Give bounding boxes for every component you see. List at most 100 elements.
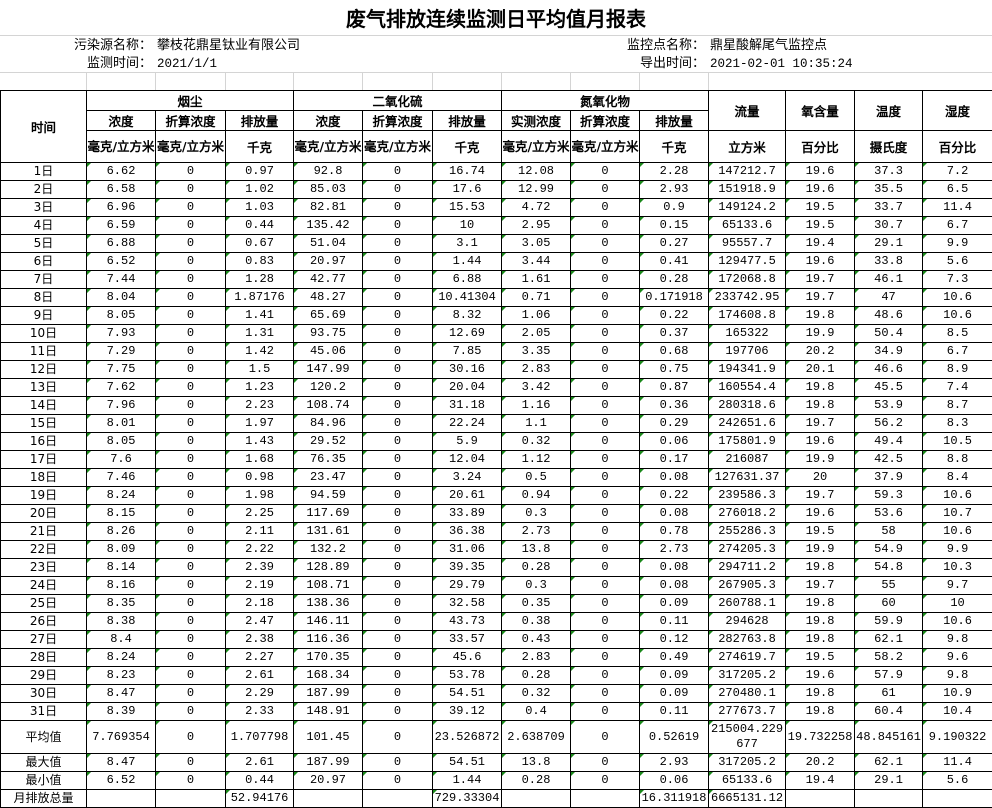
table-cell[interactable]: 0.94 <box>502 487 571 505</box>
table-cell[interactable]: 10 <box>923 595 992 613</box>
table-cell[interactable]: 19.8 <box>786 631 855 649</box>
table-cell[interactable]: 0.171918 <box>640 289 709 307</box>
table-cell[interactable]: 1.44 <box>433 772 502 790</box>
table-cell[interactable]: 7.2 <box>923 163 992 181</box>
table-cell[interactable]: 19.6 <box>786 163 855 181</box>
table-cell[interactable]: 54.8 <box>855 559 923 577</box>
table-cell[interactable]: 62.1 <box>855 631 923 649</box>
table-cell[interactable]: 1.23 <box>226 379 294 397</box>
table-cell[interactable]: 11.4 <box>923 199 992 217</box>
table-cell[interactable]: 0.28 <box>502 772 571 790</box>
table-cell[interactable]: 0 <box>363 217 433 235</box>
table-cell[interactable]: 0 <box>571 253 640 271</box>
table-cell[interactable]: 0 <box>156 181 226 199</box>
table-cell[interactable]: 19.9 <box>786 451 855 469</box>
table-cell[interactable] <box>502 790 571 808</box>
table-cell[interactable]: 0.28 <box>640 271 709 289</box>
table-cell[interactable]: 160554.4 <box>709 379 786 397</box>
table-cell[interactable]: 0 <box>156 631 226 649</box>
table-cell[interactable]: 10.5 <box>923 433 992 451</box>
table-cell[interactable]: 1.707798 <box>226 721 294 754</box>
table-cell[interactable]: 76.35 <box>294 451 363 469</box>
table-cell[interactable]: 0 <box>156 721 226 754</box>
table-cell[interactable]: 20.61 <box>433 487 502 505</box>
table-cell[interactable]: 0.08 <box>640 505 709 523</box>
table-cell[interactable]: 92.8 <box>294 163 363 181</box>
table-cell[interactable]: 0 <box>571 754 640 772</box>
table-cell[interactable]: 0 <box>363 307 433 325</box>
table-cell[interactable]: 0 <box>156 307 226 325</box>
table-cell[interactable]: 138.36 <box>294 595 363 613</box>
table-cell[interactable]: 0 <box>571 703 640 721</box>
table-cell[interactable]: 0 <box>156 271 226 289</box>
table-cell[interactable]: 45.6 <box>433 649 502 667</box>
table-cell[interactable]: 131.61 <box>294 523 363 541</box>
table-cell[interactable]: 0.08 <box>640 469 709 487</box>
table-cell[interactable]: 19.6 <box>786 433 855 451</box>
table-cell[interactable]: 0 <box>571 685 640 703</box>
table-cell[interactable]: 8.32 <box>433 307 502 325</box>
table-cell[interactable]: 19.8 <box>786 613 855 631</box>
table-cell[interactable]: 0 <box>156 649 226 667</box>
table-cell[interactable]: 0.36 <box>640 397 709 415</box>
row-label[interactable]: 最大值 <box>1 754 87 772</box>
table-cell[interactable] <box>363 790 433 808</box>
table-cell[interactable]: 48.6 <box>855 307 923 325</box>
table-cell[interactable]: 39.12 <box>433 703 502 721</box>
table-cell[interactable]: 12.99 <box>502 181 571 199</box>
row-label[interactable]: 11日 <box>1 343 87 361</box>
table-cell[interactable]: 0.41 <box>640 253 709 271</box>
table-cell[interactable]: 317205.2 <box>709 667 786 685</box>
table-cell[interactable]: 0 <box>571 361 640 379</box>
row-label[interactable]: 14日 <box>1 397 87 415</box>
table-cell[interactable]: 9.190322 <box>923 721 992 754</box>
table-cell[interactable]: 0 <box>571 397 640 415</box>
table-cell[interactable]: 12.08 <box>502 163 571 181</box>
table-cell[interactable]: 53.9 <box>855 397 923 415</box>
row-label[interactable]: 5日 <box>1 235 87 253</box>
table-cell[interactable]: 47 <box>855 289 923 307</box>
table-cell[interactable]: 0 <box>156 415 226 433</box>
table-cell[interactable]: 1.02 <box>226 181 294 199</box>
table-cell[interactable]: 1.5 <box>226 361 294 379</box>
table-cell[interactable]: 132.2 <box>294 541 363 559</box>
table-cell[interactable]: 55 <box>855 577 923 595</box>
table-cell[interactable]: 12.69 <box>433 325 502 343</box>
table-cell[interactable]: 20.2 <box>786 754 855 772</box>
table-cell[interactable]: 2.38 <box>226 631 294 649</box>
table-cell[interactable]: 0 <box>571 667 640 685</box>
table-cell[interactable]: 294711.2 <box>709 559 786 577</box>
table-cell[interactable]: 58.2 <box>855 649 923 667</box>
table-cell[interactable]: 8.38 <box>87 613 156 631</box>
row-label[interactable]: 22日 <box>1 541 87 559</box>
table-cell[interactable]: 0 <box>363 577 433 595</box>
table-cell[interactable]: 0.09 <box>640 667 709 685</box>
table-cell[interactable]: 0.44 <box>226 217 294 235</box>
table-cell[interactable]: 8.7 <box>923 397 992 415</box>
table-cell[interactable]: 0.22 <box>640 487 709 505</box>
table-cell[interactable]: 0 <box>363 721 433 754</box>
table-cell[interactable]: 7.6 <box>87 451 156 469</box>
table-cell[interactable]: 0 <box>156 199 226 217</box>
table-cell[interactable]: 3.42 <box>502 379 571 397</box>
table-cell[interactable]: 168.34 <box>294 667 363 685</box>
table-cell[interactable]: 0.49 <box>640 649 709 667</box>
table-cell[interactable]: 22.24 <box>433 415 502 433</box>
table-cell[interactable]: 20.1 <box>786 361 855 379</box>
table-cell[interactable]: 282763.8 <box>709 631 786 649</box>
table-cell[interactable]: 0 <box>571 721 640 754</box>
table-cell[interactable]: 2.11 <box>226 523 294 541</box>
table-cell[interactable]: 2.19 <box>226 577 294 595</box>
table-cell[interactable]: 0 <box>363 163 433 181</box>
table-cell[interactable]: 1.87176 <box>226 289 294 307</box>
table-cell[interactable]: 19.6 <box>786 181 855 199</box>
table-cell[interactable]: 0.06 <box>640 433 709 451</box>
table-cell[interactable]: 0 <box>571 631 640 649</box>
table-cell[interactable]: 0 <box>156 595 226 613</box>
table-cell[interactable]: 0 <box>156 397 226 415</box>
table-cell[interactable]: 8.24 <box>87 649 156 667</box>
table-cell[interactable]: 3.05 <box>502 235 571 253</box>
table-cell[interactable]: 0 <box>363 667 433 685</box>
table-cell[interactable]: 59.9 <box>855 613 923 631</box>
table-cell[interactable]: 8.47 <box>87 685 156 703</box>
